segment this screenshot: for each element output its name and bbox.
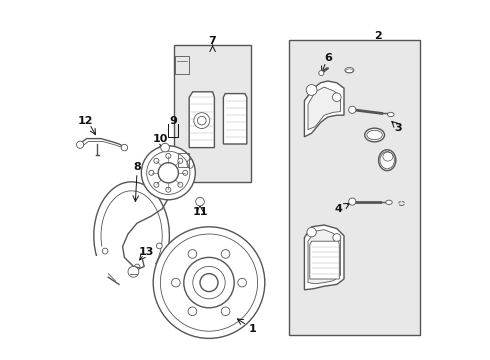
Ellipse shape [388, 112, 394, 117]
Circle shape [134, 264, 140, 270]
Bar [175, 56, 189, 74]
Circle shape [200, 274, 218, 292]
Polygon shape [223, 94, 247, 144]
Ellipse shape [345, 68, 354, 73]
Bar [178, 153, 189, 167]
Circle shape [172, 278, 180, 287]
Circle shape [158, 163, 178, 183]
Circle shape [121, 144, 127, 151]
Circle shape [307, 228, 316, 237]
Circle shape [166, 153, 171, 158]
Text: 7: 7 [209, 36, 217, 46]
Circle shape [184, 257, 234, 308]
Text: 9: 9 [169, 116, 177, 126]
Circle shape [306, 85, 317, 95]
Circle shape [141, 146, 196, 200]
Text: 3: 3 [394, 123, 402, 133]
Ellipse shape [399, 201, 404, 206]
Polygon shape [308, 230, 341, 284]
Text: 6: 6 [324, 53, 332, 63]
Text: 1: 1 [248, 324, 256, 334]
Text: 10: 10 [153, 134, 168, 144]
Circle shape [154, 182, 159, 187]
Circle shape [333, 93, 341, 102]
Circle shape [194, 113, 210, 129]
Polygon shape [189, 92, 215, 148]
Circle shape [153, 227, 265, 338]
Text: 11: 11 [192, 207, 208, 217]
Bar [289, 40, 420, 335]
Circle shape [183, 170, 188, 175]
Circle shape [154, 158, 159, 163]
Circle shape [149, 170, 154, 175]
Circle shape [349, 106, 356, 113]
Circle shape [156, 243, 162, 249]
Circle shape [221, 307, 230, 316]
Circle shape [161, 143, 170, 152]
Circle shape [333, 234, 341, 242]
Text: 13: 13 [138, 247, 154, 257]
Text: 12: 12 [78, 116, 94, 126]
Text: 8: 8 [133, 162, 141, 172]
Text: 5: 5 [313, 256, 320, 266]
Polygon shape [304, 81, 344, 137]
Ellipse shape [379, 150, 396, 171]
Polygon shape [304, 225, 344, 290]
Circle shape [128, 266, 139, 277]
Circle shape [188, 249, 197, 258]
Polygon shape [310, 241, 339, 279]
Text: 2: 2 [374, 31, 382, 41]
Circle shape [76, 141, 84, 148]
Text: 4: 4 [335, 204, 343, 214]
Circle shape [102, 248, 108, 254]
Circle shape [188, 307, 197, 316]
Circle shape [319, 71, 324, 76]
Ellipse shape [365, 128, 385, 142]
Circle shape [166, 187, 171, 192]
Circle shape [349, 198, 356, 205]
Circle shape [178, 158, 183, 163]
Polygon shape [308, 87, 341, 130]
Circle shape [221, 249, 230, 258]
Bar [174, 45, 251, 182]
Circle shape [178, 182, 183, 187]
Circle shape [196, 197, 204, 206]
Ellipse shape [386, 200, 392, 204]
Circle shape [238, 278, 246, 287]
